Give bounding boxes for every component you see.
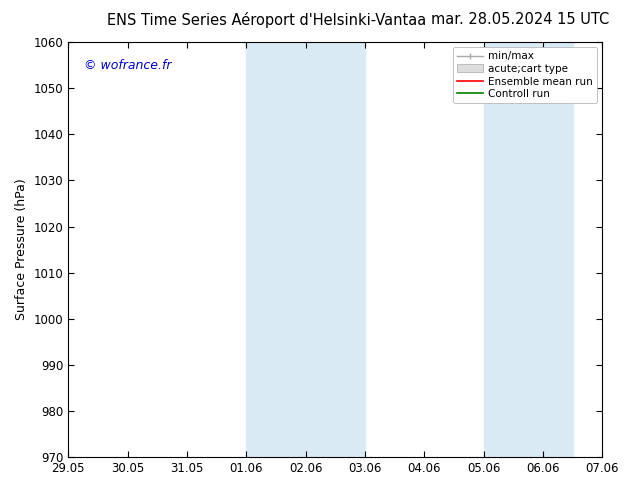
Text: ENS Time Series Aéroport d'Helsinki-Vantaa: ENS Time Series Aéroport d'Helsinki-Vant…	[107, 12, 426, 28]
Text: © wofrance.fr: © wofrance.fr	[84, 59, 172, 72]
Bar	[484, 42, 573, 457]
Y-axis label: Surface Pressure (hPa): Surface Pressure (hPa)	[15, 179, 28, 320]
Legend: min/max, acute;cart type, Ensemble mean run, Controll run: min/max, acute;cart type, Ensemble mean …	[453, 47, 597, 103]
Text: mar. 28.05.2024 15 UTC: mar. 28.05.2024 15 UTC	[430, 12, 609, 27]
Bar	[246, 42, 365, 457]
